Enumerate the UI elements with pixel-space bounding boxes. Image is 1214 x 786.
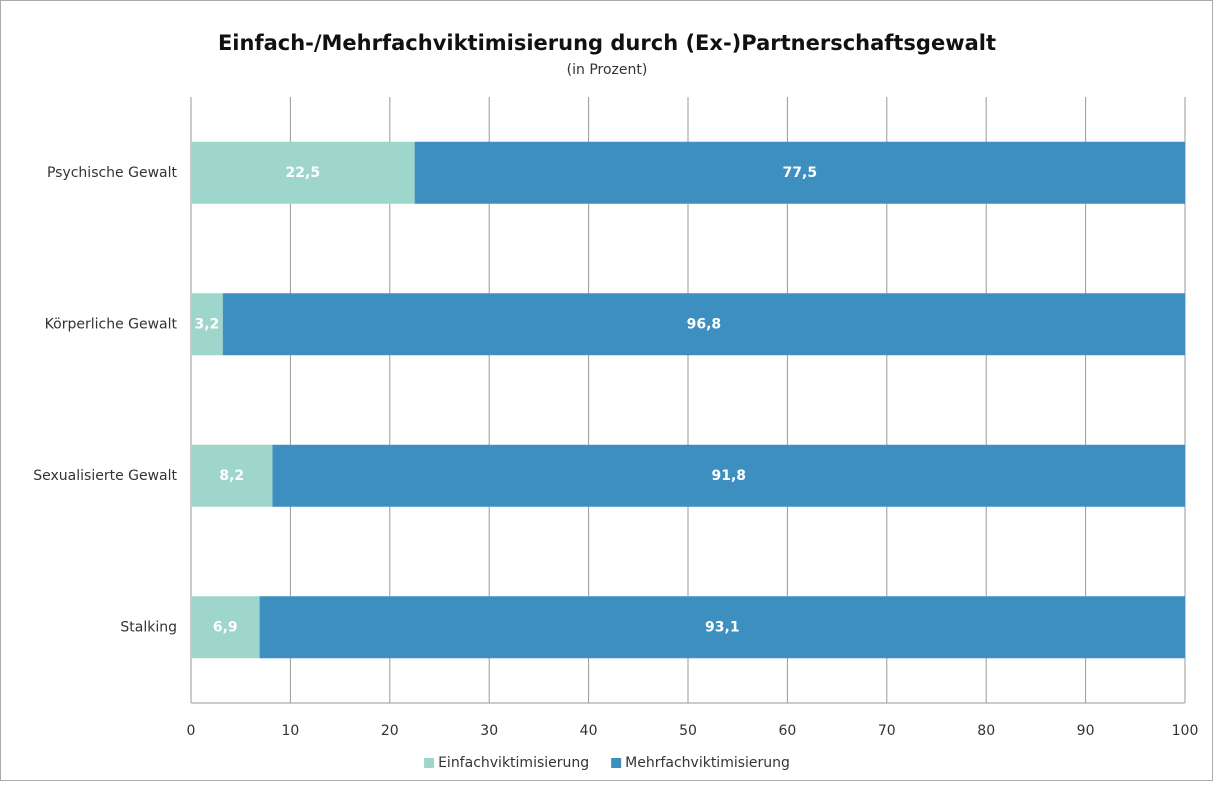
data-label: 93,1 — [705, 619, 740, 635]
bar-segment — [414, 141, 1185, 204]
data-label: 96,8 — [687, 316, 722, 332]
bar-segment — [191, 293, 223, 356]
data-label: 6,9 — [213, 619, 238, 635]
x-tick-label: 90 — [1077, 723, 1095, 739]
y-tick-label: Stalking — [120, 619, 177, 635]
legend-label: Einfachviktimisierung — [438, 755, 589, 771]
data-label: 22,5 — [286, 165, 321, 181]
y-tick-label: Sexualisierte Gewalt — [33, 468, 177, 484]
x-tick-label: 100 — [1172, 723, 1199, 739]
x-tick-label: 40 — [580, 723, 598, 739]
chart-subtitle: (in Prozent) — [567, 62, 648, 78]
bar-segment — [222, 293, 1186, 356]
x-tick-label: 70 — [878, 723, 896, 739]
x-tick-label: 60 — [778, 723, 796, 739]
chart-title: Einfach-/Mehrfachviktimisierung durch (E… — [218, 31, 996, 55]
bar-segment — [191, 141, 415, 204]
bar-segment — [191, 596, 260, 659]
y-tick-label: Psychische Gewalt — [47, 165, 178, 181]
legend-label: Mehrfachviktimisierung — [625, 755, 790, 771]
legend-swatch — [611, 758, 622, 768]
x-tick-label: 30 — [480, 723, 498, 739]
legend-item: Mehrfachviktimisierung — [611, 755, 790, 771]
data-label: 77,5 — [783, 165, 818, 181]
legend-swatch — [424, 758, 435, 768]
data-label: 8,2 — [219, 468, 244, 484]
bar-segment — [191, 444, 273, 507]
data-label: 3,2 — [194, 316, 219, 332]
x-tick-label: 50 — [679, 723, 697, 739]
x-tick-label: 80 — [977, 723, 995, 739]
bar-segment — [259, 596, 1185, 659]
y-tick-label: Körperliche Gewalt — [45, 316, 178, 332]
legend-item: Einfachviktimisierung — [424, 755, 589, 771]
bar-segment — [272, 444, 1185, 507]
x-tick-label: 20 — [381, 723, 399, 739]
x-tick-label: 0 — [187, 723, 196, 739]
data-label: 91,8 — [711, 468, 746, 484]
x-tick-label: 10 — [281, 723, 299, 739]
